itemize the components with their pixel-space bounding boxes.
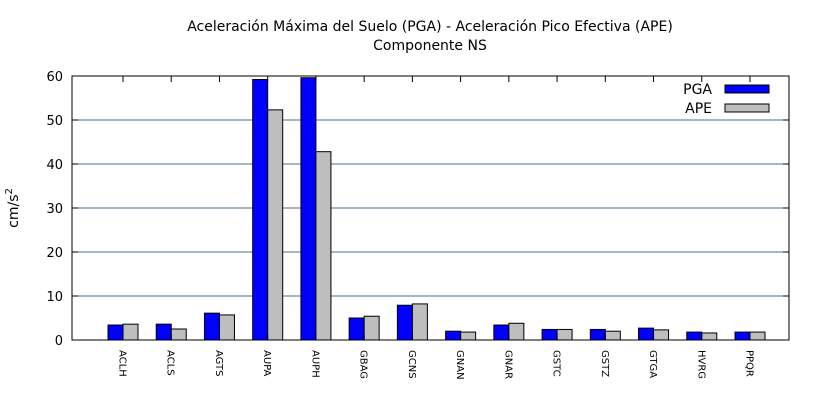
bar-ape-aclh [122, 323, 139, 341]
x-tick-label: ACLS [165, 350, 176, 376]
y-tick-label: 60 [46, 70, 63, 85]
x-tick-label: GBAG [358, 350, 369, 379]
bar-pga-acls [155, 323, 172, 341]
bar-ape-gnan [460, 331, 477, 341]
y-tick-label: 0 [55, 334, 63, 349]
x-axis: ACLH ACLS AGTS AUPA AUPH GBAG GCNS GNAN GNAR GSTC… [117, 76, 755, 380]
bar-pga-aclh [107, 324, 124, 341]
bar-pga-gcns [396, 304, 413, 341]
bar-ape-gtga [653, 329, 670, 341]
bar-pga-aupa [252, 79, 269, 341]
x-tick-label: GNAR [502, 350, 513, 379]
x-tick-label: GSTZ [599, 350, 610, 377]
legend-label: PGA [683, 82, 712, 98]
legend-swatch [724, 84, 770, 94]
bar-pga-gtga [638, 327, 655, 341]
x-tick-label: AUPA [261, 350, 272, 377]
chart-title: Aceleración Máxima del Suelo (PGA) - Ace… [187, 19, 673, 35]
bar-ape-gcns [411, 303, 428, 341]
bar-ape-gstz [604, 330, 621, 341]
bar-ape-gstc [556, 328, 573, 341]
bar-ape-ppqr [749, 331, 766, 341]
bar-pga-gstz [589, 328, 606, 341]
chart-subtitle: Componente NS [373, 38, 487, 54]
x-tick-label: PPQR [744, 350, 755, 377]
bar-pga-gnan [445, 330, 462, 341]
bar-pga-auph [300, 77, 317, 341]
y-tick-label: 20 [46, 246, 63, 261]
bar-ape-auph [315, 151, 332, 341]
bar-pga-gstc [541, 328, 558, 341]
legend-swatch [724, 103, 770, 113]
y-tick-label: 50 [46, 114, 63, 129]
y-axis-label-exponent: 2 [4, 188, 15, 194]
y-tick-label: 10 [46, 290, 63, 305]
x-tick-label: HVRG [695, 350, 706, 379]
bar-pga-gnar [493, 324, 510, 341]
bar-ape-aupa [267, 109, 284, 341]
y-axis-label-unit: cm/s [6, 195, 22, 228]
grid-lines [72, 119, 789, 297]
bar-pga-hvrg [686, 331, 703, 341]
bar-pga-gbag [348, 317, 365, 341]
bar-ape-gnar [508, 322, 525, 341]
x-tick-label: GNAN [454, 350, 465, 380]
y-axis: 0 10 20 30 40 50 60 [46, 70, 789, 349]
bar-ape-acls [170, 328, 187, 341]
x-tick-label: AUPH [309, 350, 320, 378]
bar-pga-agts [203, 312, 220, 341]
bar-ape-hvrg [701, 332, 718, 341]
legend: PGA APE [683, 82, 770, 117]
plot-frame [71, 75, 790, 341]
x-tick-label: GSTC [551, 350, 562, 377]
x-tick-label: ACLH [117, 350, 128, 377]
y-axis-label: cm/s2 [4, 188, 22, 228]
x-tick-label: GTGA [647, 350, 658, 378]
y-tick-label: 40 [46, 158, 63, 173]
bars [107, 77, 766, 341]
x-tick-label: AGTS [213, 350, 224, 377]
bar-ape-gbag [363, 315, 380, 341]
y-tick-label: 30 [46, 202, 63, 217]
legend-label: APE [685, 101, 712, 117]
bar-ape-agts [218, 314, 235, 341]
x-tick-label: GCNS [406, 350, 417, 379]
bar-pga-ppqr [734, 331, 751, 341]
